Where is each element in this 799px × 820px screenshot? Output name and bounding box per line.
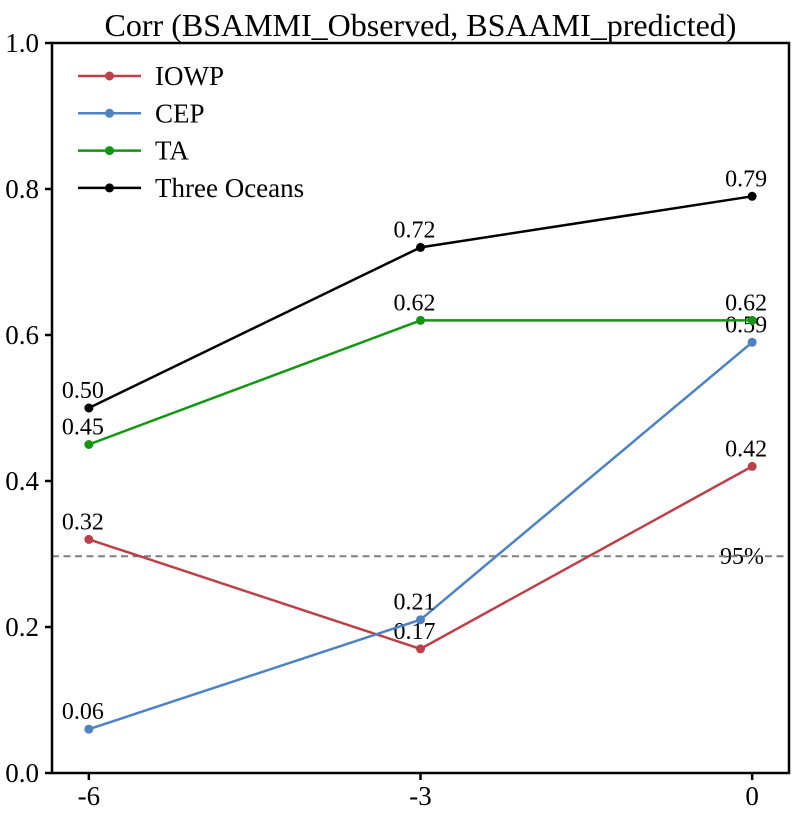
axes-box xyxy=(50,41,791,775)
legend-label: IOWP xyxy=(155,61,224,91)
data-point xyxy=(416,644,425,654)
data-point xyxy=(747,337,757,347)
point-label: 0.06 xyxy=(62,699,104,725)
data-point xyxy=(416,242,425,252)
legend-item-cep: CEP xyxy=(78,98,205,128)
data-point xyxy=(747,191,757,201)
y-tick-label: 0.4 xyxy=(5,466,39,496)
legend-item-iowp: IOWP xyxy=(78,61,224,91)
x-tick-label: -3 xyxy=(409,781,432,811)
legend-marker xyxy=(105,183,114,193)
data-point xyxy=(747,315,757,325)
legend-marker xyxy=(105,108,114,118)
series-cep: 0.06 0.21 0.59 xyxy=(62,312,767,734)
data-point xyxy=(84,403,94,413)
series-iowp: 0.32 0.17 0.42 xyxy=(62,436,767,654)
series-line xyxy=(87,341,754,731)
series-three-oceans: 0.50 0.72 0.79 xyxy=(62,166,767,413)
point-label: 0.62 xyxy=(394,290,436,316)
data-point xyxy=(416,315,425,325)
legend-item-three-oceans: Three Oceans xyxy=(78,173,304,203)
point-label: 0.59 xyxy=(725,312,767,338)
legend: IOWP CEP TA Three Oceans xyxy=(78,61,304,203)
y-tick-label: 0.0 xyxy=(5,758,39,788)
point-label: 0.50 xyxy=(62,378,104,404)
legend-item-ta: TA xyxy=(78,136,189,166)
data-point xyxy=(416,615,425,625)
legend-marker xyxy=(105,71,114,81)
point-label: 0.32 xyxy=(62,509,104,535)
y-tick-label: 0.8 xyxy=(5,174,39,204)
plot-area: 0.00.20.40.60.81.0-6 -3 095%0.320.170.420.… xyxy=(5,28,791,811)
y-tick-label: 1.0 xyxy=(5,28,39,58)
x-tick-label: -6 xyxy=(78,781,101,811)
point-label: 0.45 xyxy=(62,415,104,441)
point-label: 0.21 xyxy=(394,590,436,616)
series-ta: 0.45 0.62 0.62 xyxy=(62,290,767,449)
data-point xyxy=(84,724,94,734)
y-tick-label: 0.2 xyxy=(5,612,39,642)
point-label: 0.62 xyxy=(725,290,767,316)
point-label: 0.72 xyxy=(394,217,436,243)
point-label: 0.79 xyxy=(725,166,767,192)
chart-title: Corr (BSAMMI_Observed, BSAAMI_predicted) xyxy=(105,7,737,43)
legend-label: Three Oceans xyxy=(155,173,304,203)
legend-marker xyxy=(105,146,114,156)
data-point xyxy=(84,534,94,544)
x-tick-label: 0 xyxy=(745,781,759,811)
y-tick-label: 0.6 xyxy=(5,320,39,350)
data-point xyxy=(84,440,94,449)
point-label: 0.17 xyxy=(394,619,436,645)
legend-label: CEP xyxy=(155,98,205,128)
data-point xyxy=(747,461,757,471)
legend-label: TA xyxy=(155,136,189,166)
point-label: 0.42 xyxy=(725,436,767,462)
